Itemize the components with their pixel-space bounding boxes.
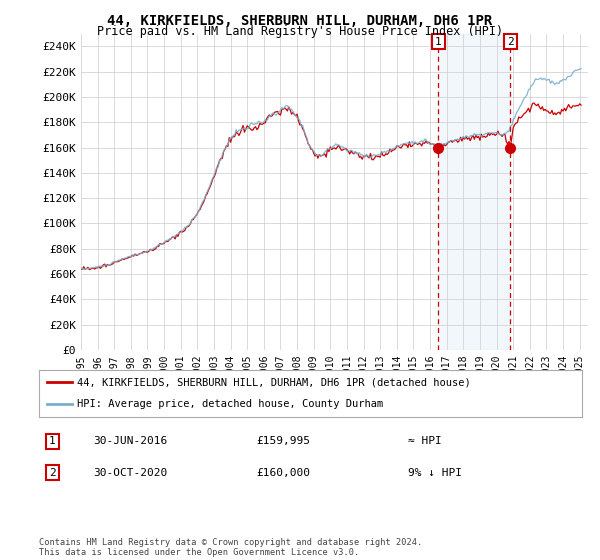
Text: 1: 1 <box>49 436 56 446</box>
Text: 44, KIRKFIELDS, SHERBURN HILL, DURHAM, DH6 1PR (detached house): 44, KIRKFIELDS, SHERBURN HILL, DURHAM, D… <box>77 377 471 388</box>
Text: ≈ HPI: ≈ HPI <box>408 436 442 446</box>
Bar <box>439 34 511 350</box>
Text: 2: 2 <box>507 36 514 46</box>
Text: Price paid vs. HM Land Registry's House Price Index (HPI): Price paid vs. HM Land Registry's House … <box>97 25 503 38</box>
Text: £159,995: £159,995 <box>256 436 310 446</box>
Text: 2: 2 <box>49 468 56 478</box>
Text: 30-JUN-2016: 30-JUN-2016 <box>94 436 167 446</box>
Text: 9% ↓ HPI: 9% ↓ HPI <box>408 468 462 478</box>
Text: 44, KIRKFIELDS, SHERBURN HILL, DURHAM, DH6 1PR: 44, KIRKFIELDS, SHERBURN HILL, DURHAM, D… <box>107 14 493 28</box>
Text: Contains HM Land Registry data © Crown copyright and database right 2024.
This d: Contains HM Land Registry data © Crown c… <box>39 538 422 557</box>
Text: 30-OCT-2020: 30-OCT-2020 <box>94 468 167 478</box>
Text: £160,000: £160,000 <box>256 468 310 478</box>
Text: HPI: Average price, detached house, County Durham: HPI: Average price, detached house, Coun… <box>77 399 383 409</box>
Text: 1: 1 <box>435 36 442 46</box>
